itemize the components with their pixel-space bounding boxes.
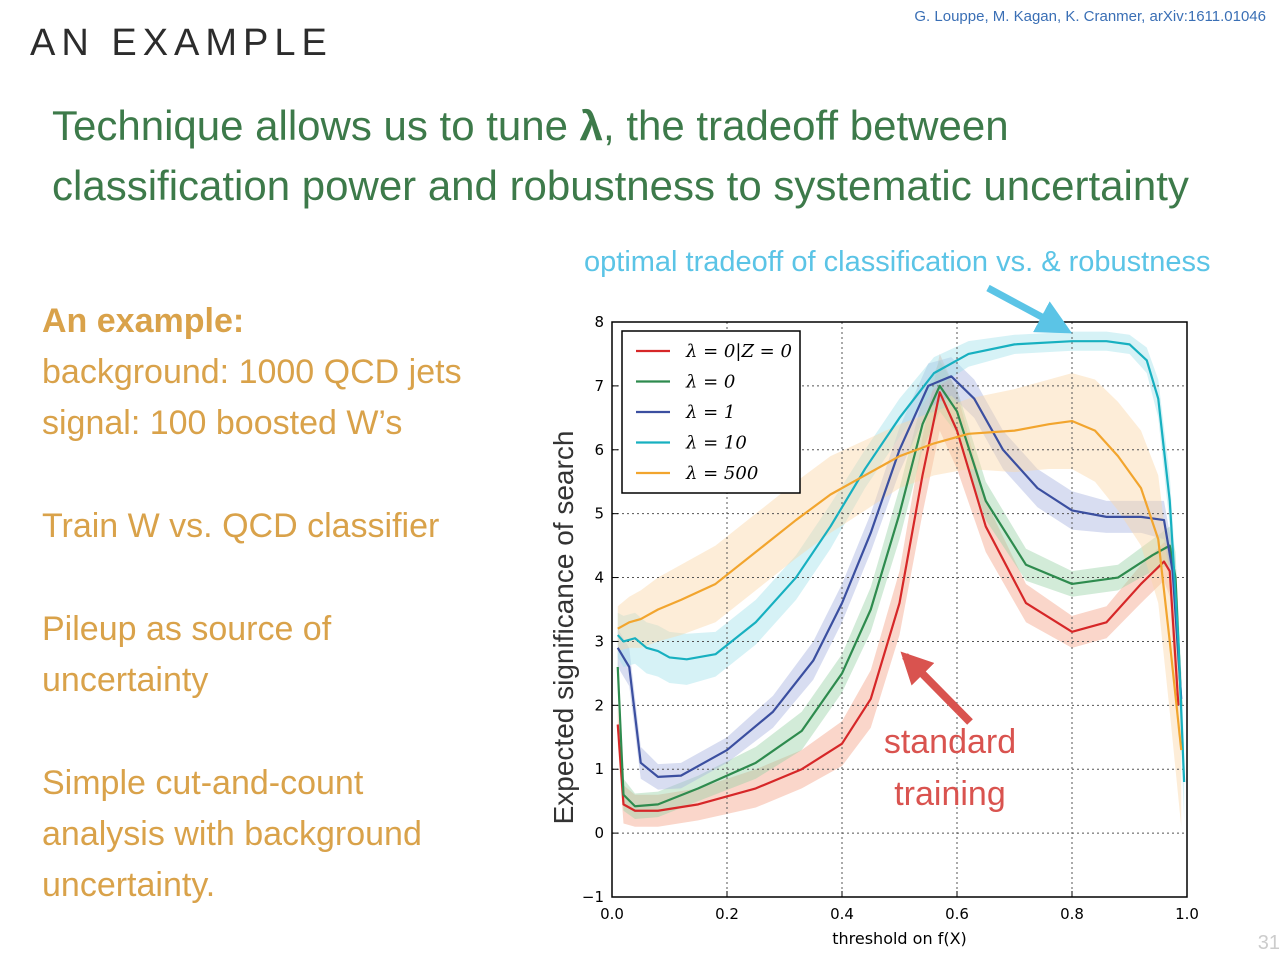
arrow-standard <box>900 651 973 725</box>
y-tick-label: −1 <box>582 888 604 906</box>
annotation-standard-line-1: standard <box>883 723 1017 761</box>
y-tick-label: 3 <box>594 632 604 650</box>
series-line <box>616 375 1183 778</box>
side-line-signal: signal: 100 boosted W’s <box>42 404 403 442</box>
y-tick-label: 4 <box>594 569 604 587</box>
x-tick-label: 0.6 <box>945 905 969 923</box>
series-line <box>616 391 1180 812</box>
headline-part-1: Technique allows us to tune <box>52 102 580 149</box>
page-number: 31 <box>1257 932 1280 954</box>
side-line-cut-count: Simple cut-and-count <box>42 764 364 802</box>
x-axis-label: threshold on f(X) <box>832 929 967 948</box>
annotation-standard-training: standard training <box>860 716 1040 820</box>
x-tick-label: 0.2 <box>715 905 739 923</box>
uncertainty-bands <box>617 331 1185 827</box>
series-band <box>617 357 1182 790</box>
series-band <box>617 373 1182 827</box>
headline-line-2: classification power and robustness to s… <box>52 162 1189 209</box>
series-line <box>616 384 1183 808</box>
series-line <box>616 340 1186 783</box>
side-line-background: background: 1000 QCD jets <box>42 353 462 391</box>
headline: Technique allows us to tune λ, the trade… <box>52 96 1252 216</box>
series-band <box>617 331 1185 821</box>
series-band <box>617 353 1179 827</box>
plot-frame <box>611 321 1188 898</box>
y-tick-label: 7 <box>594 377 604 395</box>
headline-lambda: λ <box>579 102 604 149</box>
y-axis-ticks: −1 0 1 2 3 4 5 6 7 8 <box>582 313 618 906</box>
legend-label: λ = 10 <box>685 433 747 454</box>
side-text: An example: background: 1000 QCD jets si… <box>42 296 522 911</box>
headline-part-2: , the tradeoff between <box>603 102 1009 149</box>
legend-label: λ = 0 <box>685 372 735 393</box>
legend-label: λ = 0|Z = 0 <box>685 341 792 362</box>
side-heading: An example: <box>42 302 245 340</box>
x-tick-label: 1.0 <box>1175 905 1199 923</box>
legend-label: λ = 1 <box>685 402 735 423</box>
side-line-cut-count-2: analysis with background <box>42 815 422 853</box>
annotation-optimal-tradeoff: optimal tradeoff of classification vs. &… <box>584 246 1211 278</box>
x-tick-label: 0.8 <box>1060 905 1084 923</box>
side-line-train: Train W vs. QCD classifier <box>42 507 440 545</box>
x-tick-label: 0.0 <box>600 905 624 923</box>
side-line-pileup-2: uncertainty <box>42 661 209 699</box>
y-tick-label: 6 <box>594 441 604 459</box>
y-tick-label: 1 <box>594 760 604 778</box>
series-band <box>617 360 1182 820</box>
section-title: AN EXAMPLE <box>30 22 333 64</box>
citation: G. Louppe, M. Kagan, K. Cranmer, arXiv:1… <box>914 8 1266 25</box>
series-line <box>617 419 1183 751</box>
side-line-cut-count-3: uncertainty. <box>42 866 216 904</box>
x-tick-label: 0.4 <box>830 905 854 923</box>
y-tick-label: 8 <box>594 313 604 331</box>
y-tick-label: 5 <box>594 505 604 523</box>
legend-label: λ = 500 <box>685 463 758 484</box>
headline-line-1: Technique allows us to tune λ, the trade… <box>52 96 1252 156</box>
x-axis-ticks: 0.0 0.2 0.4 0.6 0.8 1.0 <box>600 891 1199 923</box>
y-tick-label: 2 <box>594 696 604 714</box>
side-line-pileup: Pileup as source of <box>42 610 332 648</box>
arrow-optimal <box>986 284 1073 334</box>
series-lines <box>616 340 1186 812</box>
y-tick-label: 0 <box>594 824 604 842</box>
chart-legend: λ = 0|Z = 0 λ = 0 λ = 1 λ = 10 λ = 500 <box>621 330 801 494</box>
annotation-standard-line-2: training <box>894 775 1006 813</box>
y-axis-label: Expected significance of search <box>548 431 579 825</box>
